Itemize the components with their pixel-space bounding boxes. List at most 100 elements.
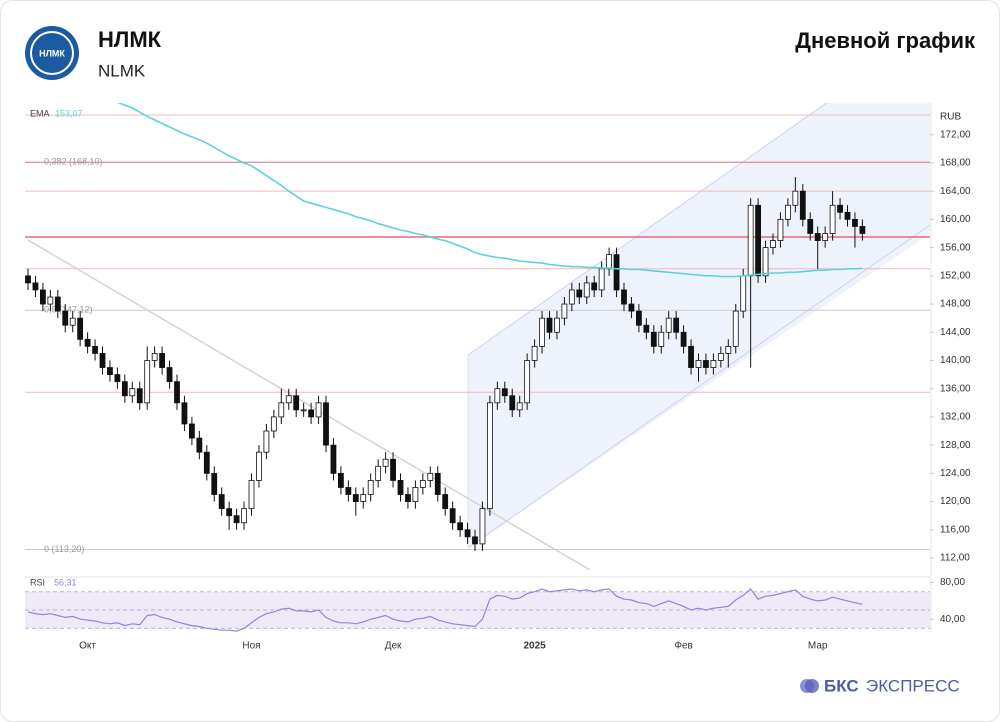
y-tick-label: 116,00 [940,524,970,535]
candle-body [680,331,687,347]
candle-body [337,472,344,488]
candle-body [151,353,158,361]
candle-body [226,508,233,517]
candle-body [568,289,575,305]
fib-label: 0,382 (168,10) [44,157,103,167]
candle-body [837,204,843,213]
candle-body [859,226,866,234]
candle-body [412,487,419,502]
candle-body [807,218,814,234]
candle-body [792,190,799,206]
candle-body [561,303,568,319]
rsi-tick-label: 40,00 [940,614,965,625]
y-tick-label: 124,00 [940,468,971,479]
candle-body [69,317,76,326]
candle-body [554,317,560,333]
candle-body [419,480,426,488]
candle-body [740,275,747,312]
logo-text: НЛМК [39,48,65,58]
candle-body [241,508,247,524]
candle-body [293,395,300,411]
candle-body [591,282,598,291]
candle-body [844,211,851,220]
candle-body [583,282,590,298]
candle-body [688,345,694,368]
candle-body [54,296,61,312]
ema-line [116,103,863,278]
candle-body [375,465,382,481]
candle-body [136,388,143,404]
x-tick-label: Мар [808,641,828,652]
candle-body [360,494,367,502]
candle-body [628,303,635,312]
rsi-value: 56,31 [54,577,77,587]
candle-body [84,338,91,347]
x-tick-label: 2025 [523,641,546,652]
candle-body [390,458,396,481]
candle-body [673,317,680,333]
candle-body [621,289,627,305]
candle-body [531,345,538,361]
y-tick-label: 112,00 [940,553,970,564]
candle-body [330,444,337,474]
x-tick-label: Дек [385,641,402,652]
y-tick-label: 160,00 [940,214,971,225]
y-tick-label: 144,00 [940,327,971,338]
x-tick-label: Ноя [242,641,260,652]
logo-ring [30,31,74,75]
candle-body [99,353,106,368]
candle-body [725,345,732,354]
brand-2: ЭКСПРЕСС [866,676,960,695]
x-tick-label: Окт [79,641,96,652]
candle-body [717,353,724,361]
y-tick-label: 168,00 [940,158,971,169]
candle-body [323,402,329,446]
candle-body [345,487,352,495]
brand: БКС [824,676,859,695]
candle-body [278,402,285,418]
candle-body [25,275,31,284]
y-tick-label: 172,00 [940,129,971,140]
candle-body [613,254,620,291]
candle-body [270,416,277,432]
y-tick-label: 132,00 [940,412,971,423]
candle-body [643,324,650,333]
candle-body [747,204,754,277]
candle-body [457,522,464,531]
candle-body [770,240,776,249]
channel-top [467,103,828,356]
candle-body [762,247,769,277]
candle-body [449,508,456,524]
candle-body [755,204,761,277]
candle-body [710,360,717,368]
candle-body [405,494,411,502]
candle-body [814,233,821,241]
chart-kind: Дневной график [795,28,976,53]
candle-body [248,480,255,510]
candle-body [144,360,151,404]
candle-body [382,458,389,467]
candle-body [472,536,478,545]
candle-body [501,388,508,397]
rsi-line [27,588,863,632]
title: НЛМК [98,27,162,52]
candle-body [777,218,784,241]
candle-body [211,472,218,495]
ema-value: 153,07 [55,108,83,118]
candle-body [509,395,516,411]
candle-body [256,451,262,481]
y-tick-label: 120,00 [940,496,971,507]
candle-body [129,388,136,397]
logo [25,26,79,80]
candle-body [47,296,54,305]
candle-body [159,353,166,368]
candle-body [32,282,39,291]
x-tick-label: Фев [674,641,692,652]
brand-mark2 [805,679,819,693]
candle-body [598,268,605,291]
candle-body [852,218,858,227]
candle-body [114,374,121,383]
candle-body [427,472,434,481]
candle-body [658,331,665,347]
